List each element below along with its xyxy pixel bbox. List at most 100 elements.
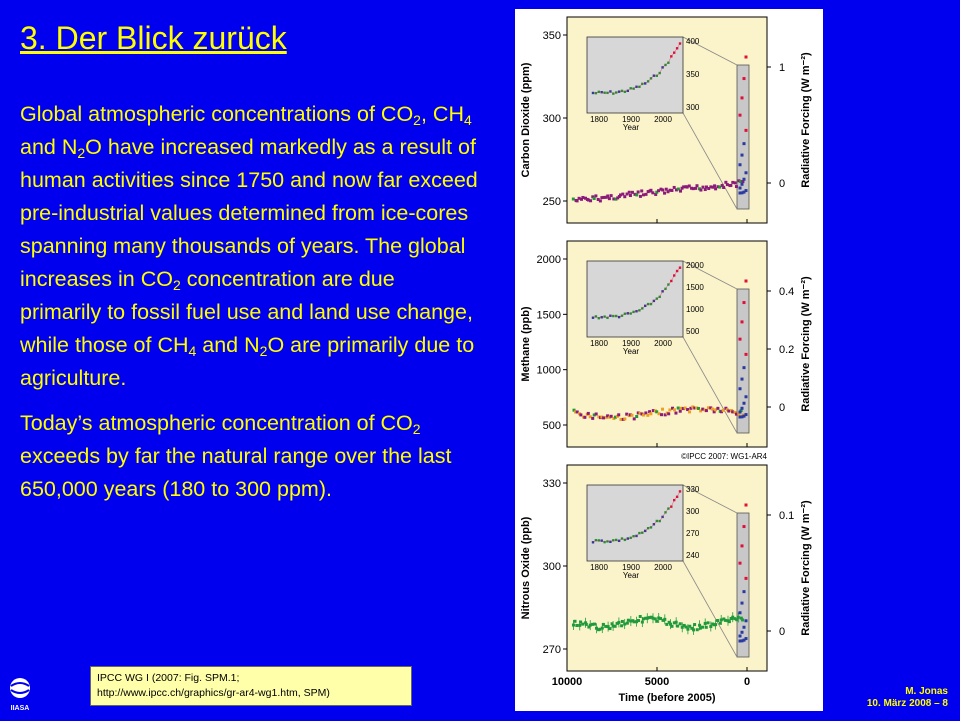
series-point <box>687 184 691 188</box>
series-point <box>641 193 645 197</box>
series-point <box>625 621 629 625</box>
series-point <box>646 413 650 417</box>
inset-curve <box>592 267 681 319</box>
inset-y-tick: 500 <box>686 327 700 336</box>
series-point <box>620 619 624 623</box>
x-axis-label: Time (before 2005) <box>618 692 715 704</box>
series-point <box>722 185 726 189</box>
series-point <box>722 617 726 621</box>
inset-y-tick: 400 <box>686 37 700 46</box>
recent-point <box>738 186 742 190</box>
series-point <box>720 183 724 187</box>
series-point <box>664 187 668 191</box>
series-point <box>623 417 627 421</box>
series-point <box>671 406 675 410</box>
series-point <box>586 198 590 202</box>
y-tick-label: 300 <box>543 113 561 125</box>
recent-point <box>744 576 748 580</box>
recent-point <box>740 630 744 634</box>
inset-connector <box>682 112 738 210</box>
series-point <box>644 192 648 196</box>
series-point <box>583 415 587 419</box>
inset-x-label: Year <box>623 123 640 132</box>
series-point <box>667 412 671 416</box>
y-tick-label: 500 <box>543 420 561 432</box>
series-point <box>615 621 619 625</box>
series-point <box>581 195 585 199</box>
recent-point <box>738 113 742 117</box>
right-tick-label: 0.2 <box>779 344 794 356</box>
recent-point <box>738 634 742 638</box>
inset-x-tick: 2000 <box>654 339 672 348</box>
series-point <box>649 412 653 416</box>
recent-point <box>742 590 746 594</box>
series-point <box>592 413 596 417</box>
series-point <box>706 621 710 625</box>
series-point <box>655 410 659 414</box>
recent-point <box>738 415 742 419</box>
y-tick-label: 250 <box>543 196 561 208</box>
series-point <box>737 179 741 183</box>
series-point <box>574 410 578 414</box>
series-point <box>697 406 701 410</box>
series-point <box>633 192 637 196</box>
series-point <box>579 413 583 417</box>
series-point <box>661 407 665 411</box>
inset-y-tick: 330 <box>686 485 700 494</box>
figure-panel-2: 2000 1500 1000 500 0.4 0.2 0 Methane (ppb) Radia… <box>520 240 812 448</box>
y-tick-label: 1000 <box>537 365 561 377</box>
series-point <box>587 625 591 629</box>
series-point <box>737 412 741 416</box>
series-point <box>718 621 722 625</box>
right-tick-label: 0 <box>779 402 785 414</box>
series-point <box>602 195 606 199</box>
series-point <box>630 190 634 194</box>
series-point <box>573 619 577 623</box>
series-point <box>706 406 710 410</box>
inset-x-label: Year <box>623 571 640 580</box>
series-point <box>729 183 733 187</box>
series-point <box>655 190 659 194</box>
series-point <box>678 409 682 413</box>
series-point <box>571 197 575 201</box>
inset-y-tick: 270 <box>686 529 700 538</box>
series-point <box>682 623 686 627</box>
series-point <box>683 406 687 410</box>
series-point <box>661 618 665 622</box>
series-point <box>675 188 679 192</box>
series-point <box>594 412 598 416</box>
series-point <box>600 415 604 419</box>
recent-point <box>742 414 746 418</box>
series-point <box>676 187 680 191</box>
series-point <box>713 184 717 188</box>
right-tick-label: 0.4 <box>779 286 794 298</box>
series-point <box>681 407 685 411</box>
recent-point <box>740 415 744 419</box>
inset-point <box>591 316 595 319</box>
series-point <box>709 406 713 410</box>
slide-body: Global atmospheric concentrations of CO2… <box>20 98 480 518</box>
inset-x-label: Year <box>623 347 640 356</box>
series-point <box>651 409 655 413</box>
inset-y-tick: 2000 <box>686 261 704 270</box>
series-point <box>604 415 608 419</box>
series-point <box>712 410 716 414</box>
y-tick-label: 330 <box>543 478 561 490</box>
series-point <box>584 622 588 626</box>
y-axis-label: Methane (ppb) <box>520 306 532 381</box>
recent-point <box>744 619 748 623</box>
recent-point <box>738 337 742 341</box>
recent-point <box>742 190 746 194</box>
series-point <box>591 416 595 420</box>
series-point <box>699 188 703 192</box>
recent-point <box>744 171 748 175</box>
series-point <box>733 617 737 621</box>
series-point <box>606 194 610 198</box>
inset-y-tick: 1500 <box>686 283 704 292</box>
series-point <box>739 616 743 620</box>
recent-point <box>740 601 744 605</box>
series-point <box>668 408 672 412</box>
inset-x-tick: 1800 <box>590 339 608 348</box>
series-point <box>665 622 669 626</box>
series-point <box>621 417 625 421</box>
